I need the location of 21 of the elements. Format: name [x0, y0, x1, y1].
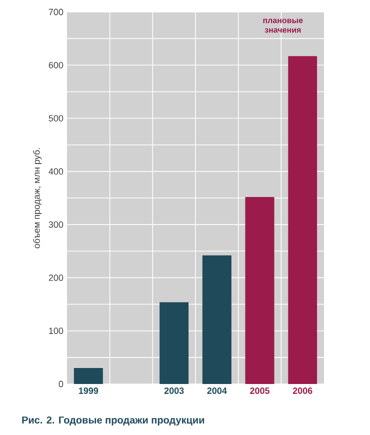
y-tick-label: 200 [48, 274, 64, 281]
y-tick-label: 500 [48, 115, 64, 122]
y-tick-label: 100 [49, 328, 64, 334]
annotation: плановые значения [263, 18, 303, 33]
x-tick-label: 2003 [164, 388, 184, 394]
x-tick-label: 2004 [207, 388, 227, 394]
y-tick-label: 400 [48, 168, 64, 175]
bar [288, 56, 318, 384]
y-tick-label: 300 [48, 221, 64, 228]
x-tick-label: 2005 [250, 388, 270, 394]
bar [160, 302, 189, 384]
bar [245, 196, 274, 384]
x-tick-label: 1999 [78, 388, 98, 394]
y-tick-label: 600 [48, 62, 64, 68]
bar [74, 368, 103, 384]
y-axis-title: объем продаж, млн руб. [33, 148, 42, 248]
text: Рис. 2. Годовые продажи продукции [22, 416, 204, 426]
x-tick-label: 2006 [292, 388, 312, 394]
y-tick-label: 700 [48, 8, 64, 16]
y-tick-label: 0 [58, 380, 64, 388]
bar [202, 255, 232, 384]
